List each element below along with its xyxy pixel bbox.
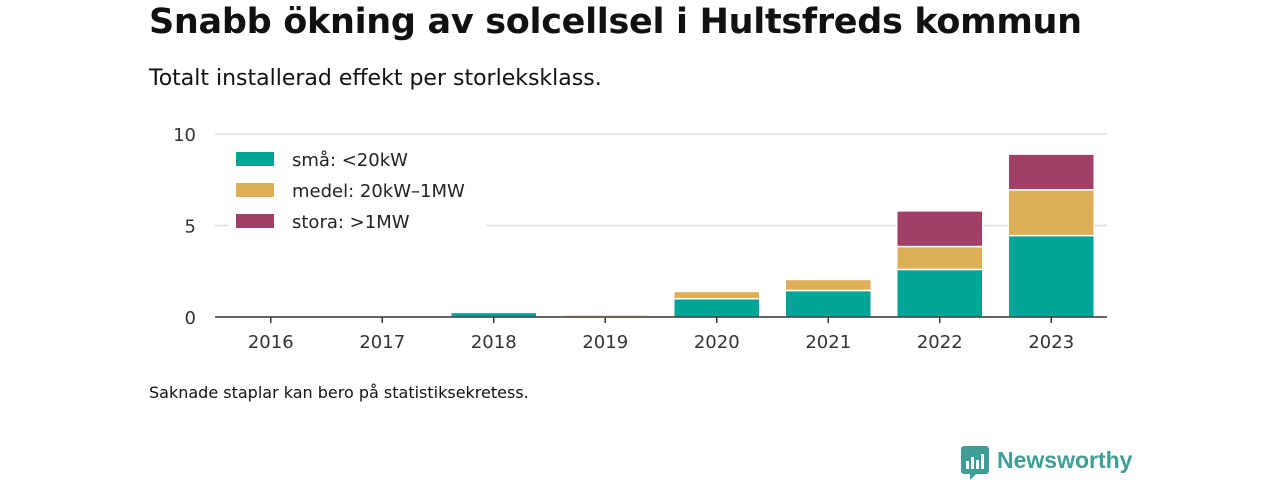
x-tick-label: 2017 bbox=[359, 332, 405, 353]
stacked-bar-chart: 0 5 10 2016 2017 2018 2019 2020 2021 2022 2023 sm… bbox=[173, 125, 1107, 353]
x-tick-label: 2018 bbox=[471, 332, 517, 353]
bar-segment bbox=[1007, 189, 1095, 237]
y-tick-label: 5 bbox=[185, 217, 196, 238]
legend-label: stora: >1MW bbox=[292, 212, 410, 233]
x-tick-label: 2016 bbox=[248, 332, 294, 353]
bar-segment bbox=[784, 278, 872, 292]
y-tick-label: 10 bbox=[173, 125, 196, 146]
bars bbox=[450, 153, 1095, 318]
bar-segment bbox=[673, 290, 761, 300]
brand-name: Newsworthy bbox=[997, 447, 1133, 473]
x-axis-ticks: 2016 2017 2018 2019 2020 2021 2022 2023 bbox=[248, 317, 1074, 353]
bar-segment bbox=[896, 245, 984, 271]
bar-segment bbox=[896, 268, 984, 318]
bar-segment bbox=[1007, 153, 1095, 191]
bar-segment bbox=[1007, 234, 1095, 318]
bar-segment bbox=[561, 313, 649, 317]
legend-label: medel: 20kW–1MW bbox=[292, 181, 465, 202]
legend-swatch bbox=[236, 183, 274, 197]
chart-title: Snabb ökning av solcellsel i Hultsfreds … bbox=[149, 2, 1082, 42]
legend-label: små: <20kW bbox=[292, 150, 408, 171]
legend-swatch bbox=[236, 152, 274, 166]
x-tick-label: 2020 bbox=[694, 332, 740, 353]
chart-subtitle: Totalt installerad effekt per storlekskl… bbox=[149, 66, 602, 91]
x-tick-label: 2019 bbox=[582, 332, 628, 353]
bar-segment bbox=[784, 289, 872, 318]
bar-segment bbox=[896, 210, 984, 248]
x-tick-label: 2021 bbox=[805, 332, 851, 353]
footnote: Saknade staplar kan bero på statistiksek… bbox=[149, 383, 529, 402]
newsworthy-logo-icon bbox=[961, 446, 989, 480]
legend: små: <20kW medel: 20kW–1MW stora: >1MW bbox=[228, 144, 486, 236]
x-tick-label: 2023 bbox=[1028, 332, 1074, 353]
x-tick-label: 2022 bbox=[917, 332, 963, 353]
y-axis-ticks: 0 5 10 bbox=[173, 125, 196, 329]
y-tick-label: 0 bbox=[185, 308, 196, 329]
brand-logo: Newsworthy bbox=[961, 446, 1132, 480]
bar-segment bbox=[673, 297, 761, 318]
legend-swatch bbox=[236, 214, 274, 228]
